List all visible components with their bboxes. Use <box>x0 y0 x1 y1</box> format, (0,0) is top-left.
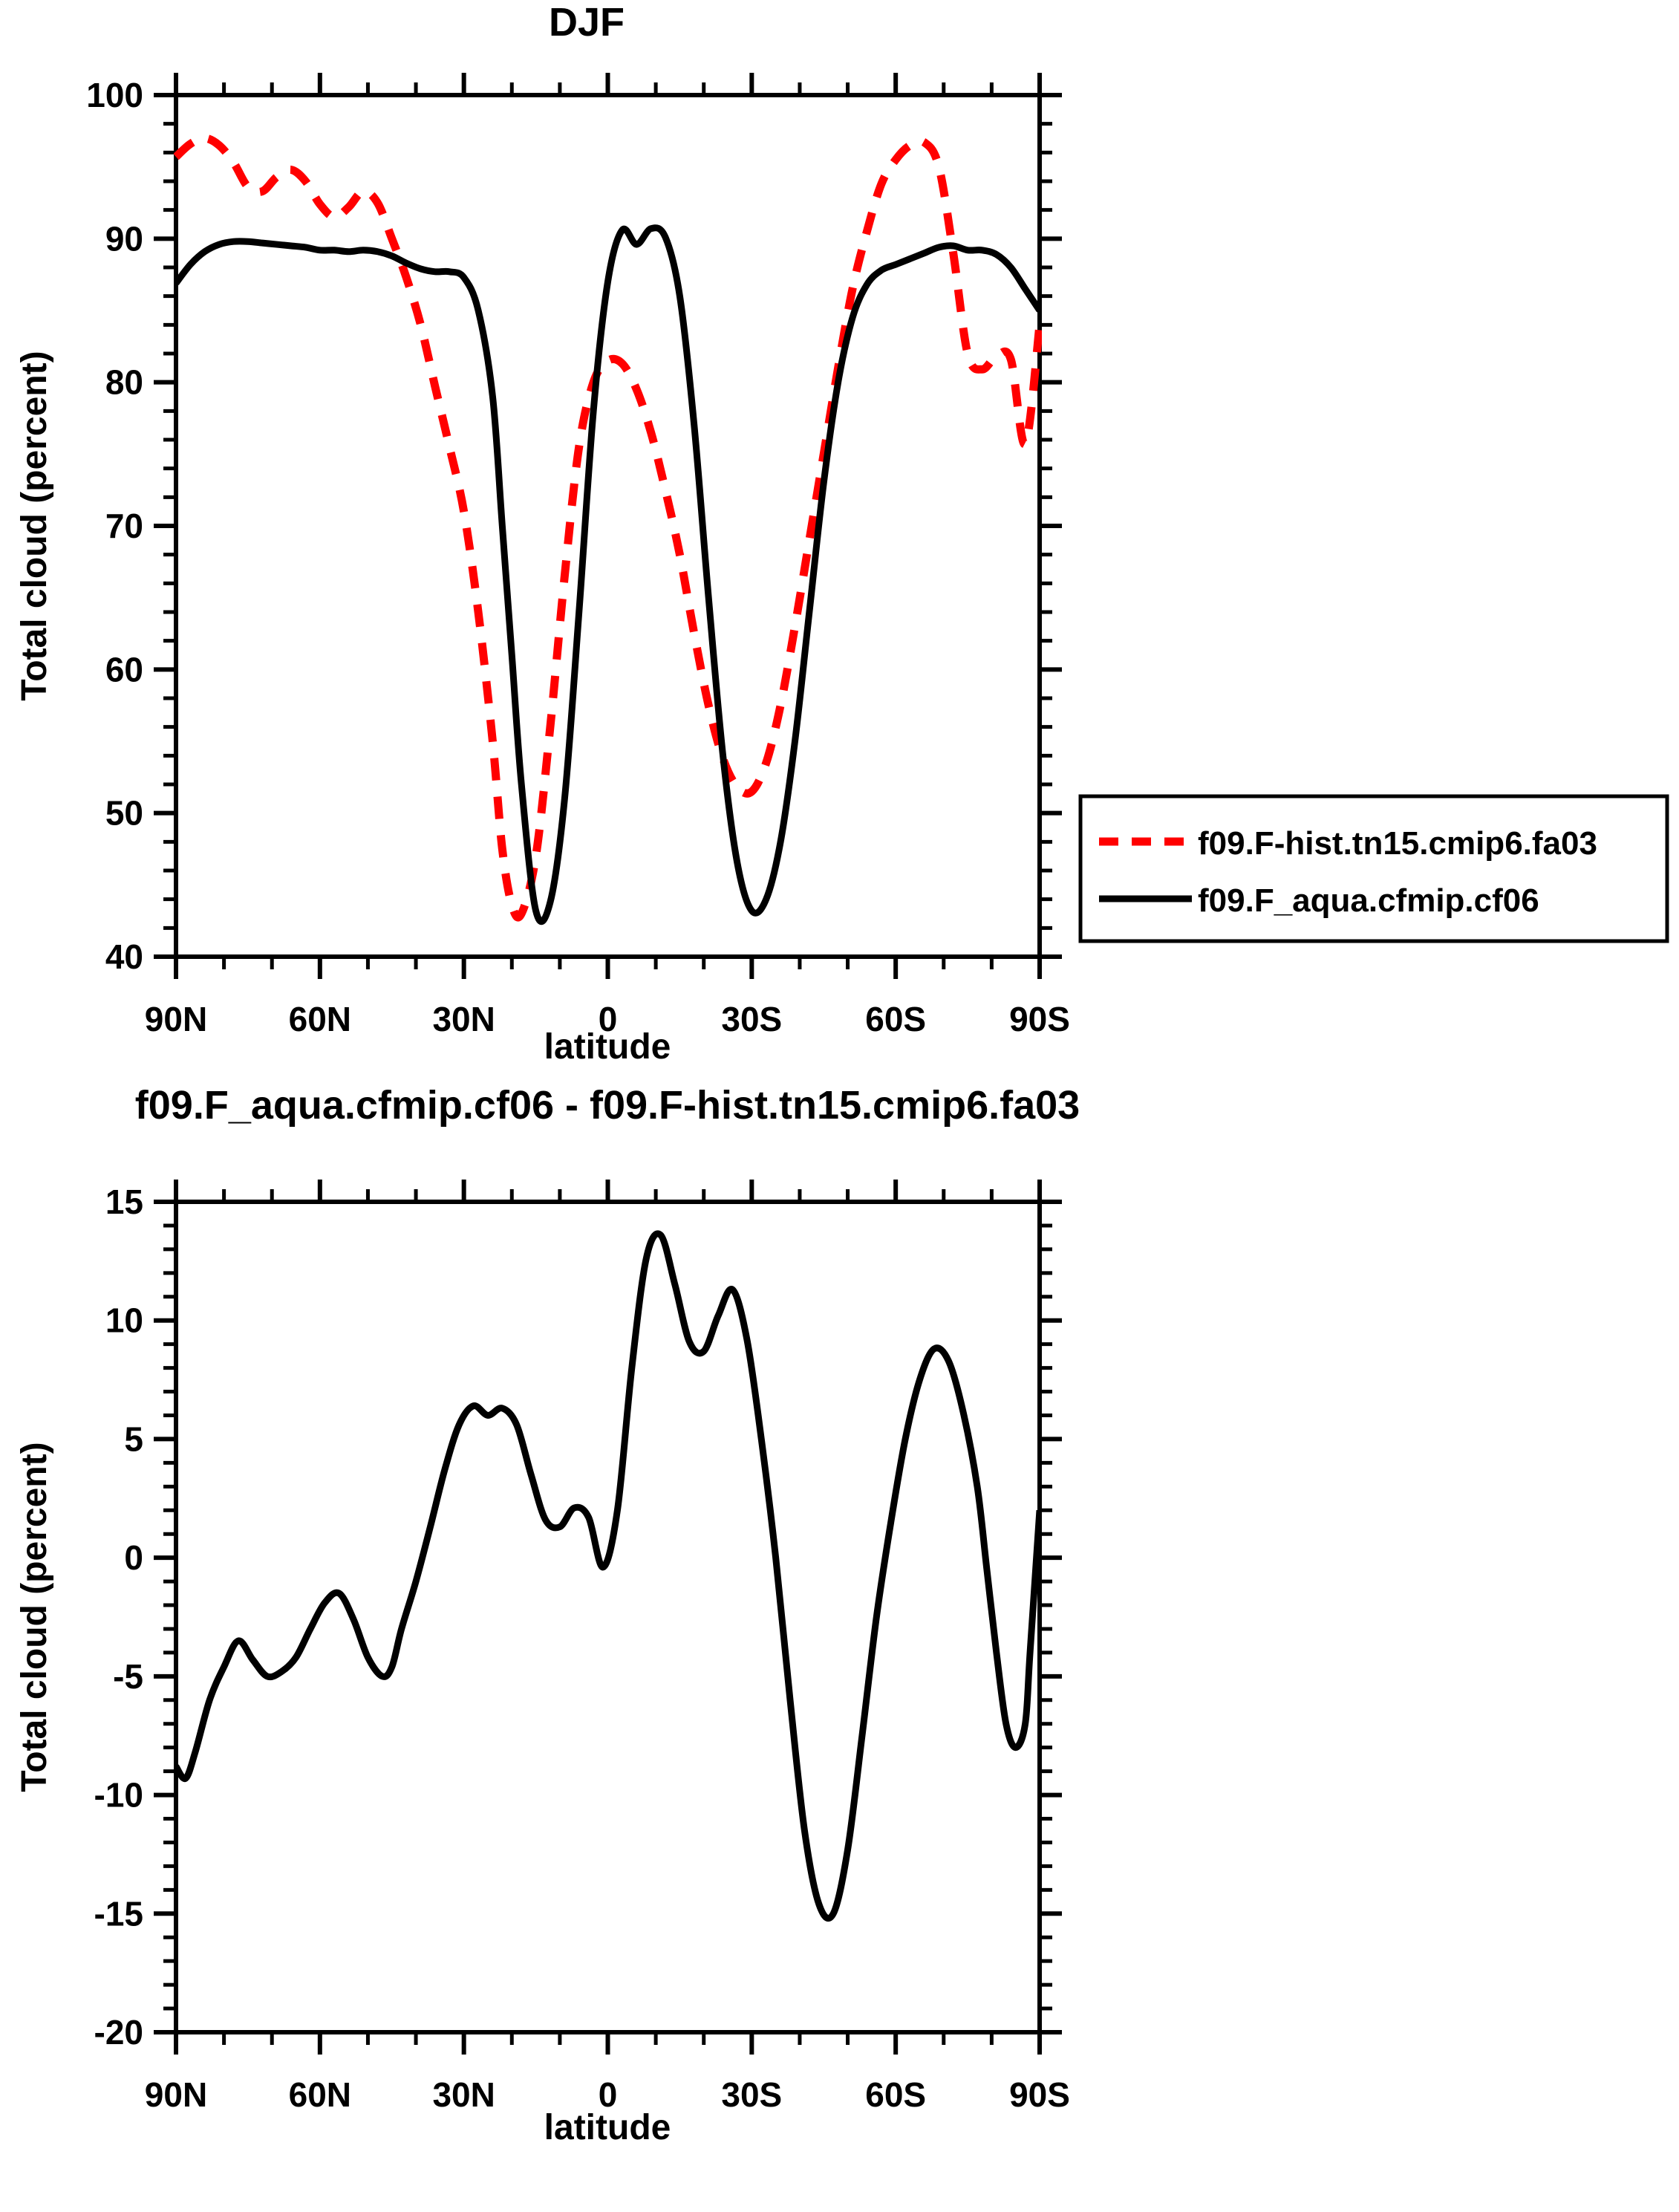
bottom-panel: -20 -15 -10 -5 0 5 10 15 90N 60N 30N 0 30S 60S 90S To… <box>0 1136 1679 2212</box>
bottom-x-axis-ticks <box>174 1180 1042 2055</box>
x-tick-label: 90N <box>145 2075 207 2114</box>
y-tick-label: 70 <box>105 507 143 545</box>
top-y-axis-ticks <box>154 93 1062 959</box>
x-tick-label: 30S <box>721 1000 782 1038</box>
x-tick-label: 60N <box>289 1000 351 1038</box>
bottom-x-axis-title: latitude <box>544 2108 671 2147</box>
subtitle-svg: f09.F_aqua.cfmip.cf06 - f09.F-hist.tn15.… <box>135 1083 1080 1128</box>
y-tick-label: 100 <box>86 76 143 114</box>
bottom-plot-frame <box>174 1200 1042 2034</box>
page-title: DJF <box>549 0 625 45</box>
difference-subtitle: f09.F_aqua.cfmip.cf06 - f09.F-hist.tn15.… <box>135 1083 1080 1128</box>
bottom-x-tick-labels: 90N 60N 30N 0 30S 60S 90S <box>145 2075 1070 2114</box>
legend: f09.F-hist.tn15.cmip6.fa03 f09.F_aqua.cfm… <box>1078 794 1669 943</box>
y-tick-label: 10 <box>105 1301 143 1340</box>
y-tick-label: -5 <box>113 1657 143 1696</box>
top-plot-frame <box>174 93 1042 959</box>
bottom-y-axis-ticks <box>154 1200 1062 2034</box>
y-tick-label: -15 <box>94 1894 143 1933</box>
top-panel: DJF 40 50 60 70 80 90 100 90N 60N 30N 0 30S 60S 90S … <box>0 0 1679 1077</box>
panel-subtitle-wrap: f09.F_aqua.cfmip.cf06 - f09.F-hist.tn15.… <box>0 1077 1679 1136</box>
y-tick-label: 0 <box>124 1538 143 1577</box>
legend-entries: f09.F-hist.tn15.cmip6.fa03 f09.F_aqua.cfm… <box>1099 825 1597 919</box>
y-tick-label: 15 <box>105 1183 143 1221</box>
top-x-tick-labels: 90N 60N 30N 0 30S 60S 90S <box>145 1000 1070 1038</box>
x-tick-label: 0 <box>599 1000 618 1038</box>
top-x-axis-ticks <box>174 73 1042 979</box>
y-tick-label: -10 <box>94 1776 143 1815</box>
x-tick-label: 90N <box>145 1000 207 1038</box>
top-series-group <box>174 134 1042 925</box>
y-tick-label: 80 <box>105 363 143 402</box>
y-tick-label: 5 <box>124 1419 143 1458</box>
x-tick-label: 90S <box>1009 2075 1070 2114</box>
legend-label-2: f09.F_aqua.cfmip.cf06 <box>1198 882 1539 919</box>
bottom-series-group <box>174 1230 1042 1922</box>
x-tick-label: 60S <box>865 2075 926 2114</box>
bottom-panel-svg: -20 -15 -10 -5 0 5 10 15 90N 60N 30N 0 30S 60S 90S To… <box>15 1180 1070 2147</box>
bottom-y-tick-labels: -20 -15 -10 -5 0 5 10 15 <box>94 1183 143 2052</box>
series-line-1 <box>174 134 1042 922</box>
x-tick-label: 30S <box>721 2075 782 2114</box>
x-tick-label: 60N <box>289 2075 351 2114</box>
y-tick-label: 50 <box>105 794 143 833</box>
legend-label-1: f09.F-hist.tn15.cmip6.fa03 <box>1198 825 1597 862</box>
series-line-1 <box>174 1230 1042 1922</box>
series-line-2 <box>174 224 1042 925</box>
x-tick-label: 90S <box>1009 1000 1070 1038</box>
legend-box <box>1078 794 1669 943</box>
bottom-y-axis-title: Total cloud (percent) <box>15 1442 54 1792</box>
y-tick-label: -20 <box>94 2013 143 2052</box>
top-x-axis-title: latitude <box>544 1027 671 1067</box>
y-tick-label: 90 <box>105 219 143 258</box>
top-y-tick-labels: 40 50 60 70 80 90 100 <box>86 76 143 976</box>
x-tick-label: 0 <box>599 2075 618 2114</box>
x-tick-label: 60S <box>865 1000 926 1038</box>
x-tick-label: 30N <box>432 1000 495 1038</box>
y-tick-label: 60 <box>105 650 143 689</box>
y-tick-label: 40 <box>105 937 143 976</box>
x-tick-label: 30N <box>432 2075 495 2114</box>
top-y-axis-title: Total cloud (percent) <box>15 351 54 700</box>
